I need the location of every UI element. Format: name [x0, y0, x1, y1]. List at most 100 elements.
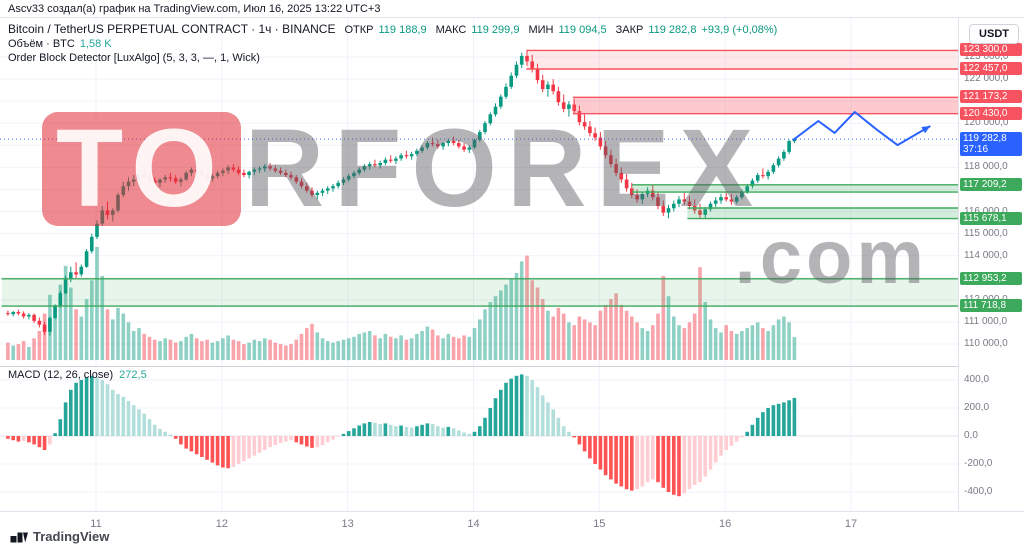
candle	[373, 164, 377, 166]
macd-histogram-bar	[761, 412, 765, 436]
candle	[603, 146, 608, 156]
volume-bar	[21, 341, 26, 360]
macd-histogram-bar	[100, 380, 105, 436]
macd-histogram-bar	[168, 434, 173, 436]
volume-bar	[32, 338, 36, 361]
candle	[168, 177, 173, 179]
volume-bar	[200, 341, 204, 360]
macd-histogram-bar	[273, 436, 278, 446]
price-tick: 114 000,0	[964, 249, 1008, 261]
tradingview-attribution[interactable]: TradingView	[10, 528, 109, 544]
macd-histogram-bar	[609, 436, 613, 480]
symbol-legend-row[interactable]: Bitcoin / TetherUS PERPETUAL CONTRACT · …	[8, 22, 777, 36]
bar-countdown: 37:16	[963, 144, 989, 156]
candle	[147, 177, 152, 181]
projection-arrow[interactable]	[792, 111, 931, 147]
candle	[551, 84, 555, 92]
macd-histogram-bar	[509, 378, 513, 436]
volume-bar	[567, 322, 571, 360]
volume-legend-row[interactable]: Объём · BTC 1,58 K	[8, 38, 777, 50]
macd-histogram-bar	[771, 405, 776, 436]
candle	[640, 193, 645, 200]
indicator-legend-row[interactable]: Order Block Detector [LuxAlgo] (5, 3, 3,…	[8, 52, 777, 64]
volume-bar	[619, 304, 624, 360]
candle	[16, 312, 21, 314]
time-tick: 17	[844, 518, 858, 530]
volume-bar	[194, 338, 199, 361]
macd-histogram-bar	[672, 436, 676, 495]
volume-bar	[535, 287, 540, 360]
candle	[630, 188, 634, 195]
symbol-title[interactable]: Bitcoin / TetherUS PERPETUAL CONTRACT · …	[8, 22, 336, 36]
candle	[90, 236, 94, 252]
candle	[656, 197, 660, 206]
volume-bar	[519, 261, 524, 360]
open-label: ОТКР	[344, 24, 374, 36]
macd-histogram-bar	[263, 436, 267, 450]
candle	[352, 172, 356, 177]
macd-histogram-bar	[111, 389, 115, 436]
macd-histogram-bar	[572, 436, 576, 438]
macd-histogram-bar	[6, 436, 10, 439]
volume-bar	[352, 336, 356, 360]
volume-bar	[551, 316, 555, 360]
price-tick: 111 000,0	[964, 315, 1008, 327]
volume-bar	[111, 319, 115, 360]
volume-bar	[420, 331, 424, 360]
macd-legend-row[interactable]: MACD (12, 26, close) 272,5	[8, 369, 147, 381]
macd-tick: -400,0	[964, 486, 993, 497]
candle	[415, 150, 419, 155]
macd-histogram-bar	[425, 423, 430, 436]
candle	[472, 139, 477, 148]
open-value: 119 188,9	[378, 24, 427, 36]
candle	[703, 209, 707, 215]
volume-bar	[436, 335, 440, 360]
candle	[409, 154, 414, 157]
macd-histogram-bar	[782, 402, 786, 436]
volume-bar	[37, 331, 42, 360]
candle	[116, 195, 120, 211]
candle	[478, 132, 482, 140]
volume-bar	[63, 265, 68, 361]
macd-histogram-bar	[336, 436, 340, 437]
candle	[698, 210, 702, 215]
macd-histogram-bar	[740, 436, 744, 438]
volume-bar	[378, 338, 382, 361]
macd-histogram-bar	[556, 417, 561, 436]
macd-histogram-bar	[252, 436, 257, 456]
price-tick: 122 000,0	[964, 73, 1009, 85]
macd-histogram-bar	[525, 375, 529, 436]
macd-histogram-bar	[27, 436, 31, 443]
currency-toggle-button[interactable]: USDT	[969, 24, 1019, 44]
candlestick-chart[interactable]	[0, 18, 958, 511]
candle	[111, 210, 115, 215]
candle	[567, 104, 571, 109]
price-axis[interactable]: 123 000,0 122 000,0 120 000,0 118 000,0 116 …	[958, 18, 1024, 511]
volume-bar	[787, 322, 791, 360]
macd-histogram-bar	[457, 430, 461, 436]
volume-bar	[53, 304, 57, 360]
order-block-zone	[526, 50, 958, 69]
volume-bar	[446, 333, 451, 360]
resistance-price-label: 123 300,0	[960, 43, 1022, 57]
candle	[598, 137, 603, 147]
candle	[27, 314, 31, 317]
volume-bar	[603, 304, 608, 360]
candle	[771, 165, 776, 172]
candle	[247, 171, 251, 176]
volume-bar	[173, 342, 178, 360]
grid-layer	[0, 18, 958, 511]
macd-histogram-bar	[32, 436, 36, 445]
macd-histogram-bar	[131, 405, 136, 436]
volume-bar	[137, 328, 141, 360]
candle	[37, 320, 42, 325]
candle	[488, 114, 493, 124]
volume-bar	[289, 344, 293, 361]
price-tick: 110 000,0	[964, 338, 1008, 349]
macd-histogram-bar	[184, 436, 188, 449]
macd-histogram-bar	[215, 436, 220, 466]
time-axis[interactable]: TradingView 11 12 13 14 15 16 17	[0, 511, 1024, 553]
macd-histogram-bar	[635, 436, 639, 490]
candle	[305, 186, 309, 191]
volume-bar	[499, 290, 503, 360]
